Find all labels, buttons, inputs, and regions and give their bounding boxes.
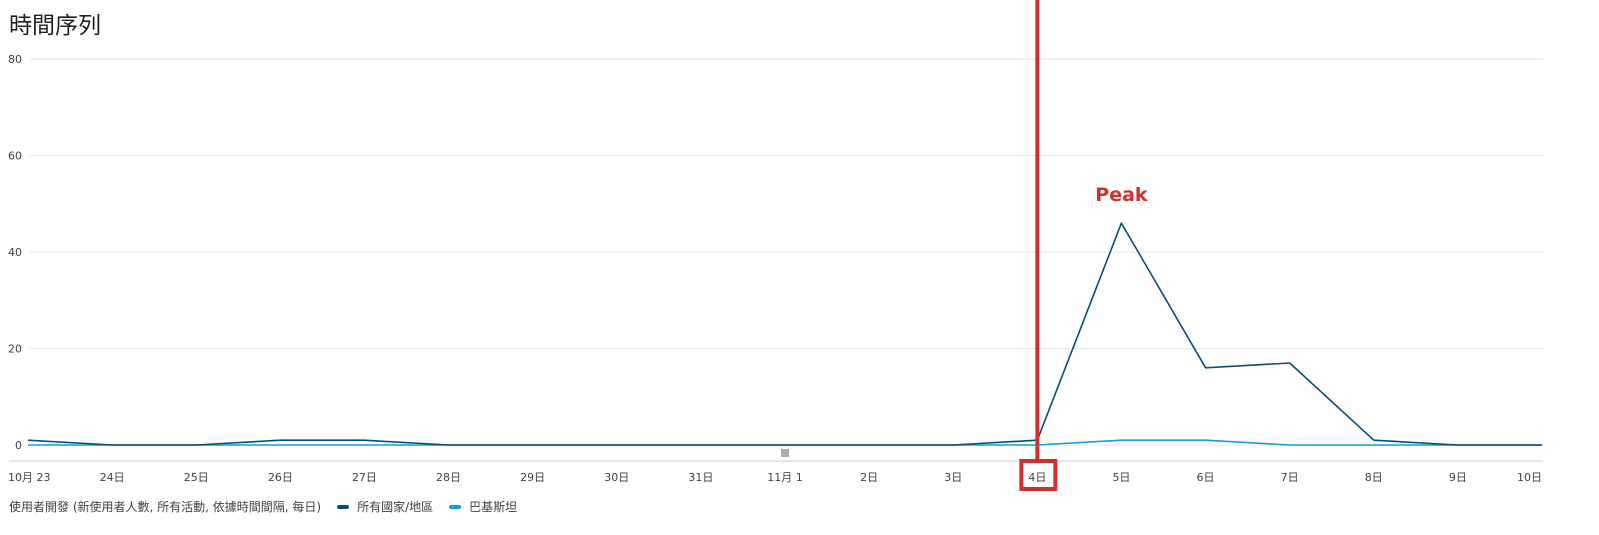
y-tick-label: 0 xyxy=(15,439,22,452)
x-tick-label: 2日 xyxy=(860,471,878,484)
gridlines xyxy=(9,59,1543,461)
peak-annotation: Peak xyxy=(1021,0,1148,489)
x-tick-label: 11月 1 xyxy=(767,471,803,484)
x-tick-label: 26日 xyxy=(268,471,293,484)
y-tick-label: 60 xyxy=(8,150,22,163)
x-tick-label: 28日 xyxy=(436,471,461,484)
legend-item-pakistan[interactable]: 巴基斯坦 xyxy=(449,498,517,515)
x-tick-label: 4日 xyxy=(1028,471,1046,484)
x-tick-label: 10日 xyxy=(1517,471,1542,484)
x-tick-label: 8日 xyxy=(1365,471,1383,484)
x-tick-label: 25日 xyxy=(184,471,209,484)
x-tick-label: 7日 xyxy=(1281,471,1299,484)
x-tick-label: 31日 xyxy=(688,471,713,484)
x-tick-label: 9日 xyxy=(1449,471,1467,484)
x-tick-label: 6日 xyxy=(1197,471,1215,484)
x-axis-ticks: 10月 23 24日 25日 26日 27日 28日 29日 30日 31日 11月 1 2日 3日 4… xyxy=(8,471,1542,484)
y-tick-label: 40 xyxy=(8,246,22,259)
x-tick-label: 3日 xyxy=(944,471,962,484)
x-tick-label: 30日 xyxy=(604,471,629,484)
y-tick-label: 80 xyxy=(8,53,22,66)
legend-label-all-regions: 所有國家/地區 xyxy=(357,498,433,515)
peak-label: Peak xyxy=(1095,184,1148,206)
x-tick-label: 5日 xyxy=(1112,471,1130,484)
x-tick-label: 27日 xyxy=(352,471,377,484)
x-tick-label: 10月 23 xyxy=(8,471,51,484)
legend-metric-label: 使用者開發 (新使用者人數, 所有活動, 依據時間間隔, 每日) xyxy=(9,498,321,515)
y-tick-label: 20 xyxy=(8,343,22,356)
legend: 使用者開發 (新使用者人數, 所有活動, 依據時間間隔, 每日) 所有國家/地區… xyxy=(9,498,517,515)
legend-item-all-regions[interactable]: 所有國家/地區 xyxy=(337,498,433,515)
y-axis-ticks: 0 20 40 60 80 xyxy=(8,53,22,452)
legend-label-pakistan: 巴基斯坦 xyxy=(469,498,517,515)
legend-swatch-pakistan xyxy=(449,505,461,509)
legend-swatch-all-regions xyxy=(337,505,349,509)
scroll-handle[interactable] xyxy=(781,449,789,457)
series-line-all-regions xyxy=(28,223,1542,445)
series-lines xyxy=(28,223,1542,445)
x-tick-label: 29日 xyxy=(520,471,545,484)
x-tick-label: 24日 xyxy=(100,471,125,484)
